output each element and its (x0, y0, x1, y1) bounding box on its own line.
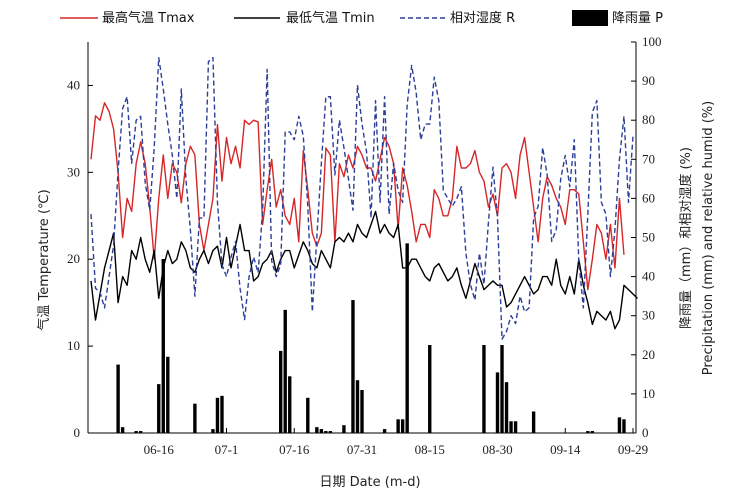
precip-bar (495, 372, 500, 433)
precip-bar (319, 429, 324, 433)
x-tick-label: 07-31 (347, 442, 377, 457)
x-tick-label: 09-14 (550, 442, 581, 457)
y-right-tick-label: 80 (642, 112, 655, 127)
precip-bar (193, 403, 197, 433)
precip-bar (120, 427, 125, 433)
legend-label-tmin: 最低气温 Tmin (286, 10, 375, 26)
precip-bar (351, 300, 355, 433)
y-right-tick-label: 50 (642, 230, 655, 245)
precip-bar (590, 431, 595, 433)
y-right-tick-label: 20 (642, 347, 655, 362)
precip-bar (400, 419, 405, 433)
y-right-tick-label: 90 (642, 73, 655, 88)
y-left-axis-title: 气温 Temperature (℃) (36, 189, 52, 330)
tmax-line (90, 102, 625, 291)
legend-swatch-precip (572, 10, 608, 26)
y-right-tick-label: 30 (642, 308, 655, 323)
y-right-tick-label: 70 (642, 151, 655, 166)
precip-bar (324, 431, 328, 433)
precip-bar (166, 356, 170, 433)
y-left-tick-label: 40 (67, 77, 80, 92)
precip-bar (288, 376, 292, 433)
tmin-line (90, 210, 639, 330)
precip-bar (622, 419, 626, 433)
precip-bar (500, 345, 504, 433)
humidity-line (90, 56, 634, 340)
y-right-tick-label: 60 (642, 190, 655, 205)
precip-bar (161, 259, 165, 433)
y-left-tick-label: 10 (67, 338, 80, 353)
precip-bar (306, 397, 310, 433)
precip-bar (405, 243, 409, 433)
precip-bars (116, 243, 626, 433)
precip-bar (116, 364, 120, 433)
precip-bar (355, 380, 360, 433)
precip-bar (617, 417, 622, 433)
x-axis-title: 日期 Date (m-d) (319, 475, 420, 490)
legend-item-tmin: 最低气温 Tmin (234, 10, 375, 26)
legend: 最高气温 Tmax 最低气温 Tmin 相对湿度 R 降雨量 P (60, 10, 663, 26)
y-right-tick-label: 40 (642, 269, 655, 284)
precip-bar (211, 429, 215, 433)
x-tick-label: 08-30 (482, 442, 512, 457)
legend-item-precip: 降雨量 P (572, 10, 663, 26)
precip-bar (220, 395, 224, 433)
y-left-tick-label: 0 (74, 425, 81, 440)
precip-bar (283, 309, 287, 433)
precip-bar (360, 389, 364, 433)
y-right-tick-label: 100 (642, 34, 662, 49)
legend-item-tmax: 最高气温 Tmax (60, 10, 195, 26)
precip-bar (513, 421, 518, 433)
precip-bar (279, 350, 283, 433)
x-tick-label: 07-1 (215, 442, 239, 457)
y-left-tick-label: 20 (67, 251, 80, 266)
precip-bar (157, 384, 161, 433)
x-tick-label: 09-29 (618, 442, 648, 457)
y-left-tick-label: 30 (67, 164, 80, 179)
legend-label-tmax: 最高气温 Tmax (102, 10, 195, 26)
precip-bar (138, 431, 143, 433)
precip-bar (509, 421, 513, 433)
axes: 0 10 20 30 40 0 10 20 30 40 50 60 70 80 90 100 06-16 07-1… (67, 34, 662, 457)
precip-bar (315, 427, 319, 433)
precip-bar (342, 425, 346, 433)
x-tick-label: 06-16 (144, 442, 175, 457)
series-lines (90, 56, 639, 340)
y-right-axis-title-cn: 降雨量（mm）和相对湿度 (%) (678, 147, 694, 329)
legend-label-humidity: 相对湿度 R (450, 10, 515, 26)
y-right-axis-title-en: Precipitation (mm) and relative humid (%… (701, 101, 716, 375)
y-right-tick-label: 0 (642, 425, 649, 440)
precip-bar (586, 431, 590, 433)
precip-bar (328, 431, 333, 433)
legend-label-precip: 降雨量 P (612, 11, 663, 26)
precip-bar (428, 345, 432, 433)
x-tick-label: 07-16 (279, 442, 310, 457)
x-tick-label: 08-15 (415, 442, 445, 457)
precip-bar (382, 429, 387, 433)
y-right-tick-label: 10 (642, 386, 655, 401)
precip-bar (531, 411, 536, 433)
precip-bar (134, 431, 138, 433)
precip-bar (504, 382, 509, 433)
legend-item-humidity: 相对湿度 R (400, 10, 515, 26)
precip-bar (215, 397, 220, 433)
precip-bar (482, 345, 486, 433)
precip-bar (396, 419, 400, 433)
